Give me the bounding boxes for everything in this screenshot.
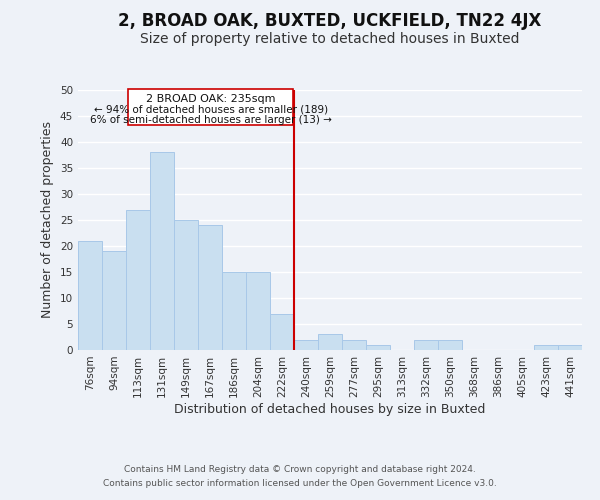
- Text: 2, BROAD OAK, BUXTED, UCKFIELD, TN22 4JX: 2, BROAD OAK, BUXTED, UCKFIELD, TN22 4JX: [118, 12, 542, 30]
- Bar: [174, 220, 198, 350]
- Bar: [126, 210, 150, 350]
- Text: ← 94% of detached houses are smaller (189): ← 94% of detached houses are smaller (18…: [94, 104, 328, 115]
- Bar: [246, 272, 270, 350]
- Y-axis label: Number of detached properties: Number of detached properties: [41, 122, 55, 318]
- Bar: [534, 345, 558, 350]
- Bar: [366, 345, 390, 350]
- Bar: [558, 345, 582, 350]
- Bar: [198, 225, 222, 350]
- Bar: [294, 340, 318, 350]
- Text: 2 BROAD OAK: 235sqm: 2 BROAD OAK: 235sqm: [146, 94, 275, 104]
- Text: 6% of semi-detached houses are larger (13) →: 6% of semi-detached houses are larger (1…: [89, 115, 332, 125]
- Bar: [78, 241, 102, 350]
- Bar: [342, 340, 366, 350]
- Text: Size of property relative to detached houses in Buxted: Size of property relative to detached ho…: [140, 32, 520, 46]
- FancyBboxPatch shape: [128, 89, 293, 126]
- Bar: [270, 314, 294, 350]
- Bar: [102, 251, 126, 350]
- Bar: [414, 340, 438, 350]
- X-axis label: Distribution of detached houses by size in Buxted: Distribution of detached houses by size …: [175, 402, 485, 415]
- Bar: [318, 334, 342, 350]
- Bar: [438, 340, 462, 350]
- Text: Contains HM Land Registry data © Crown copyright and database right 2024.
Contai: Contains HM Land Registry data © Crown c…: [103, 466, 497, 487]
- Bar: [222, 272, 246, 350]
- Bar: [150, 152, 174, 350]
